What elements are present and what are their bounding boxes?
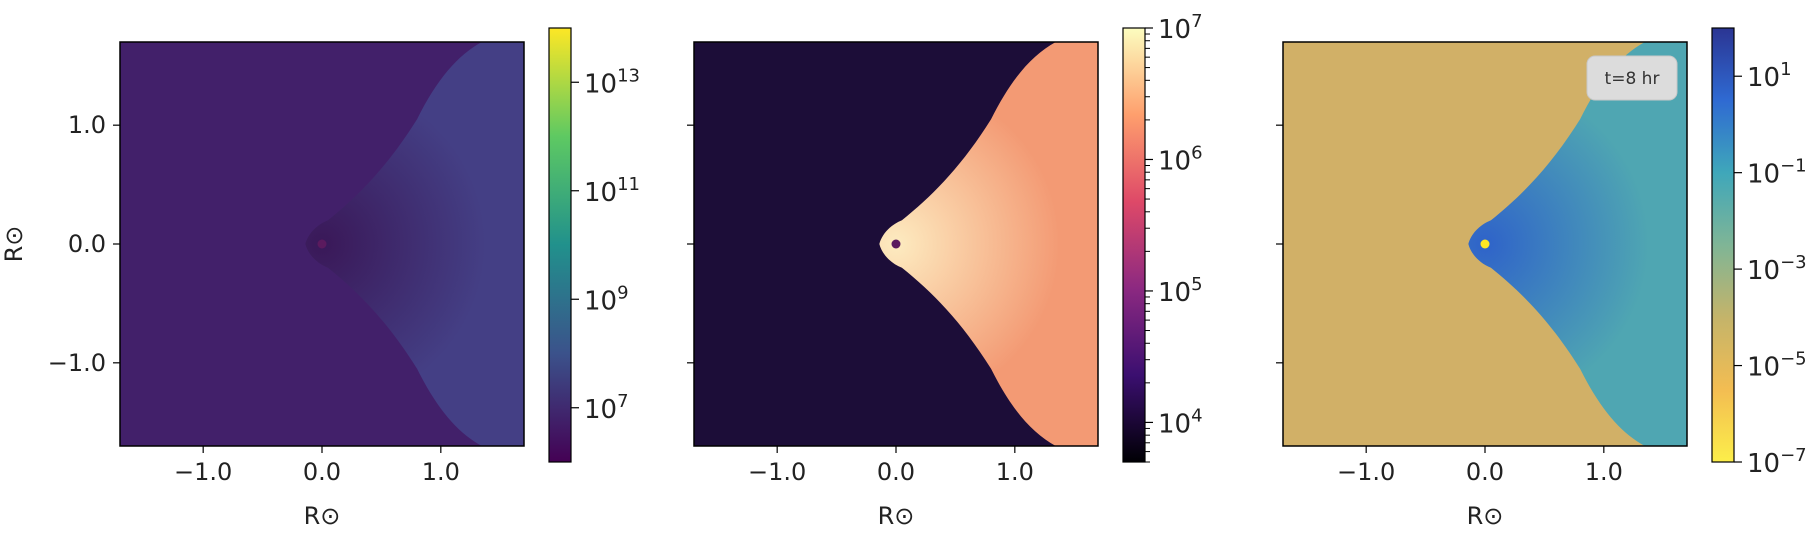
x-tick-label: 1.0: [422, 458, 460, 486]
panel-2: −1.0 0.0 1.0 R⊙ 107 106 105 104: [687, 11, 1203, 530]
y-tick-label: 1.0: [68, 111, 106, 139]
colorbar-tick-label: 106: [1158, 142, 1203, 176]
colorbar-bar: [1711, 27, 1735, 463]
colorbar-tick-label: 104: [1158, 405, 1203, 439]
central-source-dot: [891, 239, 901, 249]
colorbar: 1013 1011 109 107: [548, 27, 640, 463]
panel-1: −1.0 0.0 1.0 1.0 0.0 −1.0 R⊙ R⊙ 1013 1011 109 107: [0, 27, 640, 530]
annotation-box: [1586, 55, 1678, 101]
x-tick-label: 0.0: [1466, 458, 1504, 486]
heatmap-field: [694, 42, 1098, 446]
colorbar-tick-label: 107: [584, 391, 629, 425]
colorbar-tick-label: 10−3: [1747, 252, 1807, 286]
x-tick-label: 0.0: [877, 458, 915, 486]
colorbar-tick-label: 10−1: [1747, 156, 1807, 190]
x-axis-label: R⊙: [878, 502, 915, 530]
time-annotation: t=8 hr: [1586, 55, 1678, 101]
colorbar-tick-label: 10−5: [1747, 349, 1807, 383]
central-source-dot: [1480, 239, 1490, 249]
x-tick-label: 1.0: [996, 458, 1034, 486]
annotation-text: t=8 hr: [1605, 69, 1660, 89]
x-axis-label: R⊙: [304, 502, 341, 530]
colorbar-tick-label: 107: [1158, 11, 1203, 45]
x-tick-label: 1.0: [1585, 458, 1623, 486]
colorbar-tick-label: 1013: [584, 65, 640, 99]
x-tick-label: −1.0: [1337, 458, 1395, 486]
outflow-region: [879, 42, 1098, 446]
colorbar: 101 10−1 10−3 10−5 10−7: [1711, 27, 1807, 479]
x-tick-label: −1.0: [174, 458, 232, 486]
colorbar-tick-label: 109: [584, 282, 629, 316]
y-axis-label: R⊙: [0, 226, 28, 263]
heatmap-field: [1283, 42, 1687, 446]
colorbar-tick-label: 105: [1158, 274, 1203, 308]
colorbar-bar: [1122, 27, 1146, 463]
x-tick-label: −1.0: [748, 458, 806, 486]
x-tick-label: 0.0: [303, 458, 341, 486]
colorbar-tick-label: 1011: [584, 174, 640, 208]
y-tick-label: −1.0: [48, 349, 106, 377]
colorbar: 107 106 105 104: [1122, 11, 1203, 463]
x-axis-label: R⊙: [1467, 502, 1504, 530]
colorbar-tick-label: 101: [1747, 59, 1792, 93]
outflow-region: [305, 42, 524, 446]
central-source-dot: [317, 239, 327, 249]
outflow-region: [1468, 42, 1687, 446]
colorbar-tick-label: 10−7: [1747, 445, 1807, 479]
heatmap-field: [120, 42, 524, 446]
y-tick-label: 0.0: [68, 230, 106, 258]
colorbar-bar: [548, 27, 572, 463]
panel-3: −1.0 0.0 1.0 R⊙ t=8 hr 101 10−1 10−3 10−5 10−7: [1276, 27, 1807, 530]
